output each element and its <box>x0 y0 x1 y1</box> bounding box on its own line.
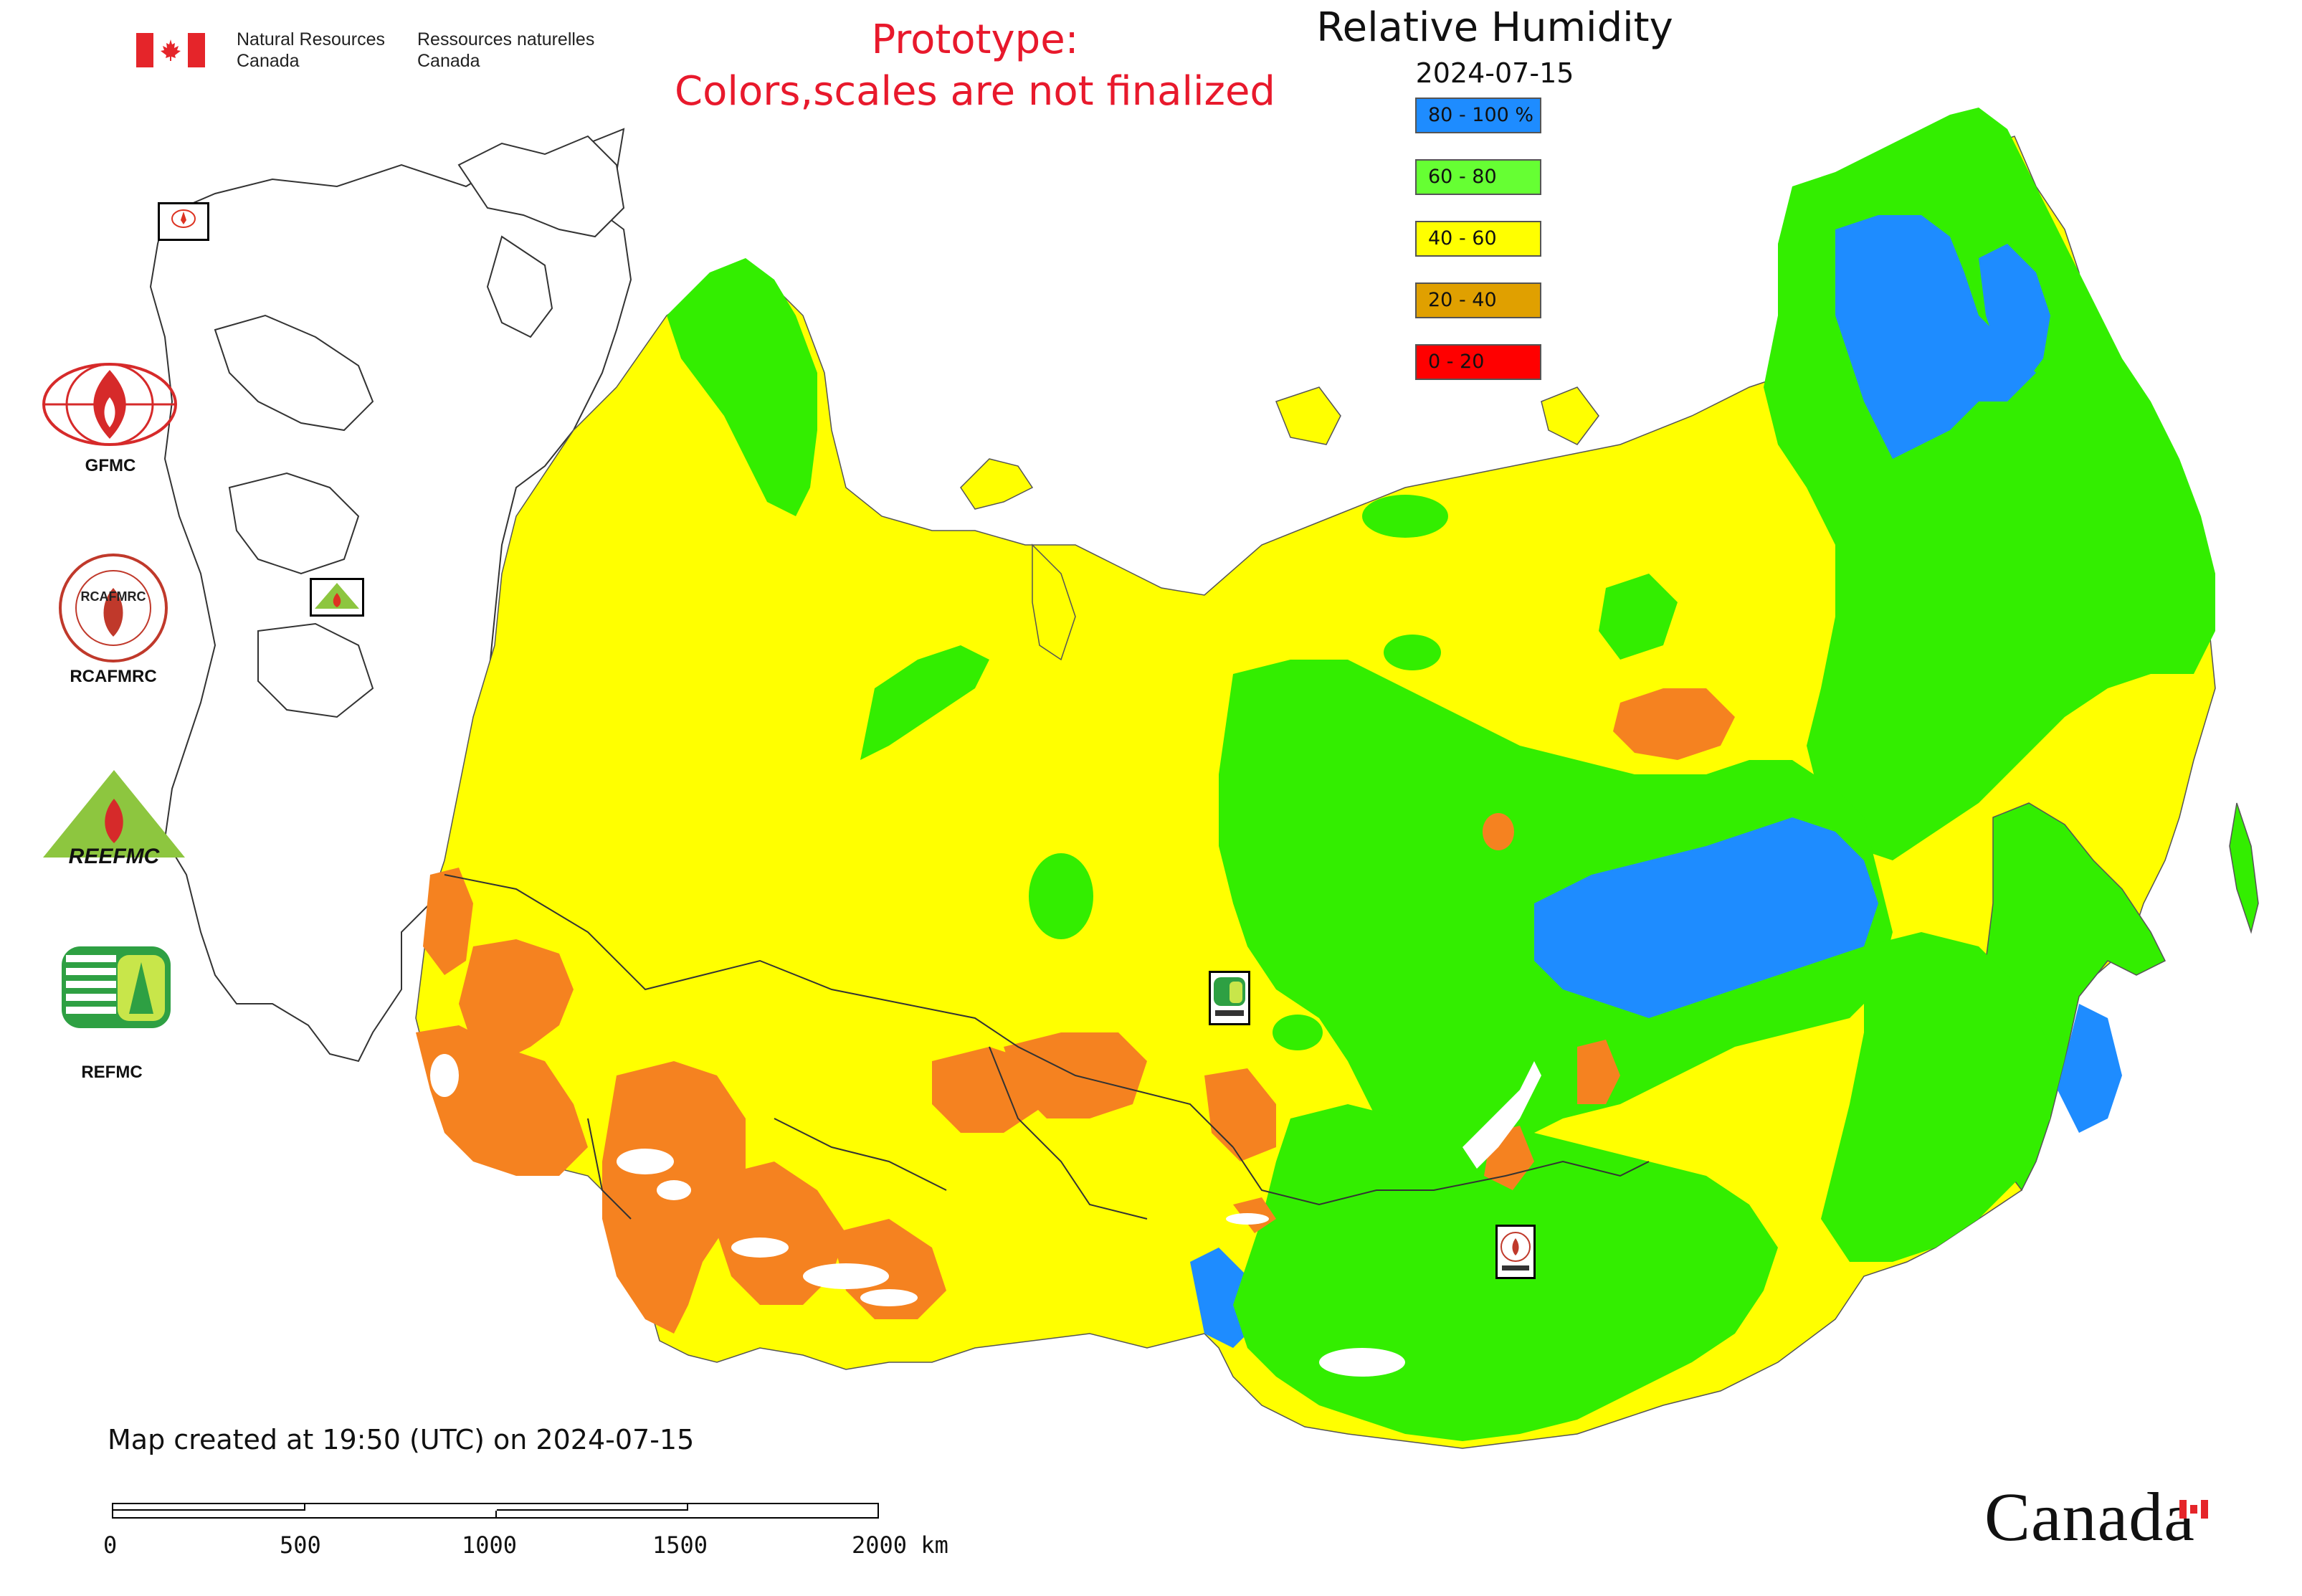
org-en-line1: Natural Resources <box>237 29 386 49</box>
legend-item-60-80: 60 - 80 <box>1415 159 1541 195</box>
reefmc-map-marker <box>310 578 364 617</box>
wordmark-flag-icon <box>2179 1500 2208 1519</box>
scale-label-0: 0 <box>103 1531 118 1559</box>
refmc-logo-icon <box>62 946 171 1028</box>
gfmc-logo-icon <box>42 363 177 446</box>
europe-outline <box>149 128 632 1063</box>
yamal-green-patch <box>860 645 989 760</box>
org-fr-line2: Canada <box>417 51 480 71</box>
scale-label-2000: 2000 km <box>852 1531 948 1559</box>
legend-item-0-20: 0 - 20 <box>1415 344 1541 380</box>
gfmc-marker-icon <box>171 209 196 228</box>
rcafmrc-logo-icon <box>59 554 168 662</box>
gfmc-map-marker <box>158 202 209 241</box>
gfmc-label: GFMC <box>85 456 136 475</box>
maple-leaf-icon <box>161 39 181 61</box>
kolyma-blue-region <box>1979 244 2050 387</box>
reefmc-logo-text: REEFMC <box>68 845 160 868</box>
prototype-line1: Prototype: <box>871 16 1079 63</box>
amur-green-region <box>1821 932 2050 1262</box>
prototype-line2: Colors,scales are not finalized <box>675 68 1275 115</box>
rcafmrc-logo-text: RCAFMRC <box>80 589 146 604</box>
reefmc-logo-icon <box>43 770 185 858</box>
map-date: 2024-07-15 <box>1415 57 1574 89</box>
prototype-notice: Prototype: Colors,scales are not finaliz… <box>652 14 1298 118</box>
org-name-english: Natural Resources Canada <box>237 29 385 72</box>
map-created-text: Map created at 19:50 (UTC) on 2024-07-15 <box>108 1424 695 1455</box>
scale-bar <box>112 1503 879 1519</box>
reefmc-marker-icon <box>315 583 359 609</box>
refmc-map-marker <box>1209 971 1250 1025</box>
legend-item-40-60: 40 - 60 <box>1415 221 1541 257</box>
reefmc-logo <box>39 767 189 878</box>
evenkia-green-patch <box>1599 574 1678 660</box>
kola-green-region <box>667 258 817 516</box>
canada-wordmark: Canada <box>1984 1478 2195 1555</box>
rcafmrc-logo <box>57 552 169 667</box>
refmc-logo <box>60 945 172 1032</box>
legend-item-80-100: 80 - 100 % <box>1415 98 1541 133</box>
map-title: Relative Humidity <box>1316 4 1673 51</box>
refmc-label: REFMC <box>81 1063 143 1082</box>
water-features <box>430 1054 1541 1377</box>
scale-label-1000: 1000 <box>462 1531 518 1559</box>
canada-flag-icon <box>136 33 205 67</box>
putorana-green-patch <box>1384 635 1441 670</box>
ob-green-patch <box>1029 853 1093 939</box>
org-name-french: Ressources naturelles Canada <box>417 29 594 72</box>
baikal-blue-band <box>1534 817 1878 1018</box>
scale-label-500: 500 <box>280 1531 321 1559</box>
rcafmrc-marker-icon <box>1500 1232 1531 1270</box>
amur-blue-region <box>2058 1004 2122 1133</box>
scale-label-1500: 1500 <box>652 1531 708 1559</box>
gfmc-logo <box>42 361 178 450</box>
refmc-marker-icon <box>1214 977 1245 1016</box>
org-en-line2: Canada <box>237 51 300 71</box>
country-borders <box>444 874 1650 1220</box>
northeast-blue-region <box>1835 215 2036 459</box>
rcafmrc-label: RCAFMRC <box>70 667 157 686</box>
org-fr-line1: Ressources naturelles <box>417 29 595 49</box>
taymyr-green-patch <box>1362 495 1448 538</box>
kuznetsk-green-patch <box>1273 1015 1323 1050</box>
rcafmrc-map-marker <box>1495 1225 1536 1279</box>
legend-item-20-40: 20 - 40 <box>1415 282 1541 318</box>
